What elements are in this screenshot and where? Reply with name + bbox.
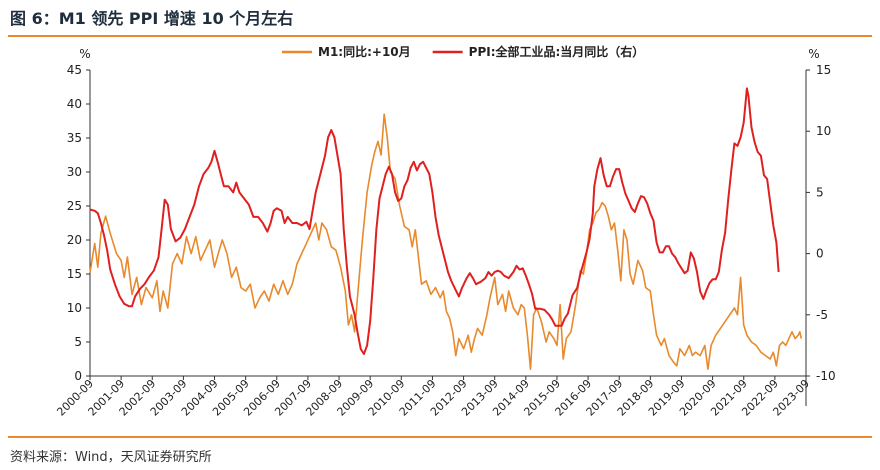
left-tick-label: 25 bbox=[67, 199, 82, 213]
m1-ppi-line-chart: 051015202530354045%-10-5051015%2000-0920… bbox=[54, 44, 836, 419]
left-tick-label: 30 bbox=[67, 165, 82, 179]
series-layer bbox=[89, 87, 803, 370]
left-tick-label: 0 bbox=[74, 369, 82, 383]
page-title: 图 6：M1 领先 PPI 增速 10 个月左右 bbox=[10, 9, 294, 28]
chart-legend: M1:同比:+10月 PPI:全部工业品:当月同比（右） bbox=[282, 44, 644, 59]
left-tick-label: 45 bbox=[67, 63, 82, 77]
series-line-m1 bbox=[89, 113, 803, 370]
left-tick-label: 20 bbox=[67, 233, 82, 247]
right-tick-label: 0 bbox=[816, 247, 824, 261]
left-tick-label: 5 bbox=[74, 335, 82, 349]
legend-label-m1: M1:同比:+10月 bbox=[318, 44, 411, 59]
left-tick-label: 35 bbox=[67, 131, 82, 145]
left-tick-label: 40 bbox=[67, 97, 82, 111]
footer-divider bbox=[8, 436, 872, 438]
right-tick-label: 10 bbox=[816, 124, 831, 138]
series-line-ppi bbox=[89, 87, 780, 355]
left-tick-label: 10 bbox=[67, 301, 82, 315]
right-tick-label: -10 bbox=[816, 369, 836, 383]
right-tick-label: 15 bbox=[816, 63, 831, 77]
right-axis-unit: % bbox=[808, 47, 819, 61]
title-divider bbox=[8, 35, 872, 37]
left-axis-unit: % bbox=[79, 47, 90, 61]
legend-label-ppi: PPI:全部工业品:当月同比（右） bbox=[469, 44, 645, 59]
right-tick-label: -5 bbox=[816, 308, 828, 322]
source-note: 资料来源：Wind，天风证券研究所 bbox=[10, 450, 212, 465]
right-tick-label: 5 bbox=[816, 185, 824, 199]
left-tick-label: 15 bbox=[67, 267, 82, 281]
